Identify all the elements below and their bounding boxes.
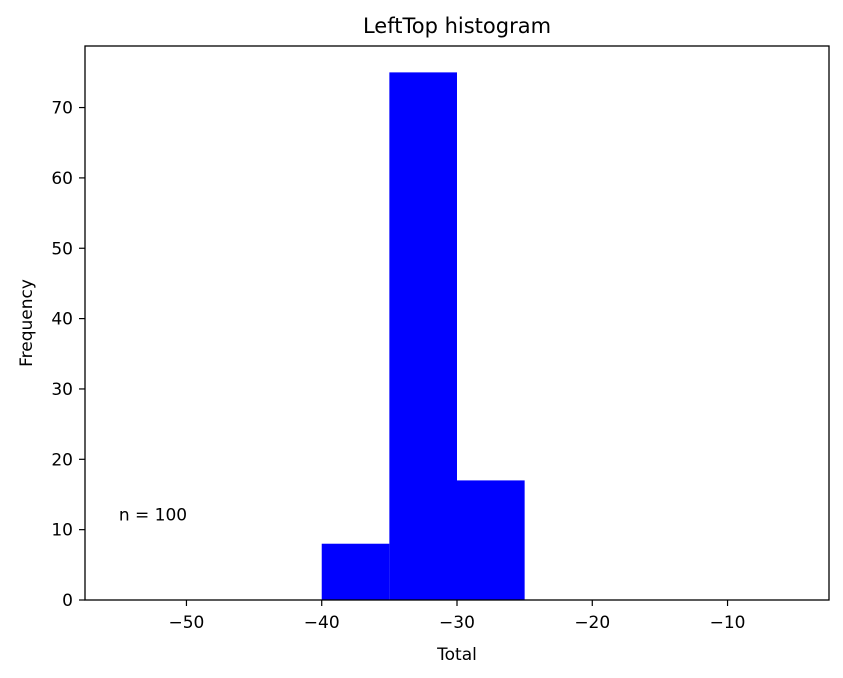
x-axis-ticks: −50 −40 −30 −20 −10 <box>169 600 746 633</box>
chart-title: LeftTop histogram <box>363 14 551 38</box>
bars-group <box>321 72 525 600</box>
y-tick-label: 0 <box>62 591 73 611</box>
sample-size-annotation: n = 100 <box>119 506 187 526</box>
x-tick-label: −20 <box>574 613 610 633</box>
x-tick-label: −50 <box>169 613 205 633</box>
histogram-bar <box>321 543 390 600</box>
x-axis-label: Total <box>436 645 477 665</box>
y-tick-label: 10 <box>51 521 73 541</box>
y-tick-label: 40 <box>51 310 73 330</box>
y-tick-label: 60 <box>51 169 73 189</box>
y-tick-label: 20 <box>51 450 73 470</box>
y-tick-label: 70 <box>51 99 73 119</box>
y-axis-ticks: 0 10 20 30 40 50 60 70 <box>51 99 85 611</box>
y-axis-label: Frequency <box>17 279 37 367</box>
y-tick-label: 30 <box>51 380 73 400</box>
x-tick-label: −40 <box>304 613 340 633</box>
histogram-bar <box>457 480 525 600</box>
x-tick-label: −10 <box>710 613 746 633</box>
x-tick-label: −30 <box>439 613 475 633</box>
histogram-bar <box>389 72 457 600</box>
y-tick-label: 50 <box>51 239 73 259</box>
